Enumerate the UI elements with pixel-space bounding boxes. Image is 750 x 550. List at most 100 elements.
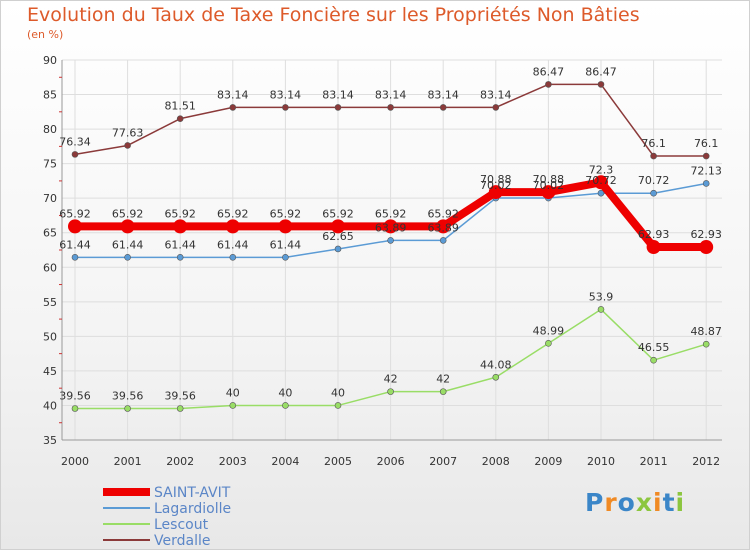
y-tick-label: 50	[43, 330, 57, 343]
data-label: 62.65	[322, 230, 354, 243]
logo-letter: i	[653, 488, 663, 517]
data-label: 83.14	[322, 88, 354, 101]
data-label: 76.1	[694, 137, 719, 150]
data-label: 65.92	[270, 207, 302, 220]
data-point	[545, 81, 552, 88]
data-label: 40	[278, 386, 292, 399]
data-label: 46.55	[638, 341, 670, 354]
data-point	[439, 388, 447, 395]
data-label: 77.63	[112, 126, 144, 139]
data-label: 48.87	[690, 325, 722, 338]
data-point	[176, 405, 184, 412]
data-label: 48.99	[533, 324, 565, 337]
data-label: 83.14	[427, 88, 459, 101]
x-tick-label: 2005	[324, 455, 352, 468]
data-point	[124, 142, 131, 149]
data-label: 86.47	[533, 65, 565, 78]
data-label: 61.44	[217, 238, 249, 251]
data-label: 61.44	[270, 238, 302, 251]
data-point	[545, 340, 552, 347]
data-point	[229, 254, 237, 261]
x-tick-label: 2011	[640, 455, 668, 468]
data-label: 72.13	[690, 164, 722, 177]
data-point	[488, 185, 503, 200]
data-label: 39.56	[112, 389, 144, 402]
data-label: 53.9	[589, 290, 614, 303]
x-tick-label: 2001	[114, 455, 142, 468]
proxiti-logo: Proxiti	[585, 488, 685, 517]
data-point	[176, 115, 184, 122]
x-tick-label: 2000	[61, 455, 89, 468]
y-tick-label: 80	[43, 123, 57, 136]
data-point	[439, 104, 447, 111]
data-point	[124, 254, 131, 261]
data-point	[387, 104, 394, 111]
data-point	[541, 185, 556, 200]
data-label: 63.89	[375, 221, 407, 234]
data-label: 65.92	[59, 207, 91, 220]
data-point	[120, 219, 135, 234]
data-label: 61.44	[112, 238, 144, 251]
x-tick-label: 2007	[429, 455, 457, 468]
data-point	[492, 104, 500, 111]
data-label: 83.14	[270, 88, 302, 101]
data-label: 81.51	[164, 100, 196, 113]
data-point	[331, 219, 345, 234]
data-label: 72.3	[589, 163, 614, 176]
data-label: 65.92	[217, 207, 249, 220]
x-tick-label: 2003	[219, 455, 247, 468]
data-label: 40	[226, 386, 240, 399]
data-point	[650, 152, 657, 160]
data-point	[282, 254, 289, 261]
data-label: 39.56	[59, 389, 91, 402]
data-label: 70.88	[480, 173, 512, 186]
logo-letter: P	[585, 488, 605, 517]
data-label: 83.14	[480, 88, 512, 101]
data-point	[646, 240, 661, 255]
data-label: 63.89	[427, 221, 459, 234]
data-point	[229, 402, 237, 409]
data-label: 61.44	[164, 238, 196, 251]
data-point	[71, 151, 79, 158]
data-point	[702, 152, 710, 160]
data-point	[124, 405, 131, 412]
data-point	[597, 81, 605, 88]
data-point	[282, 104, 289, 111]
data-label: 61.44	[59, 238, 91, 251]
data-point	[68, 219, 82, 234]
data-point	[229, 104, 237, 111]
data-point	[597, 306, 605, 313]
data-point	[702, 340, 710, 348]
data-point	[282, 402, 289, 409]
data-label: 83.14	[375, 88, 407, 101]
x-tick-label: 2004	[271, 455, 299, 468]
y-tick-label: 65	[43, 227, 57, 240]
logo-letter: r	[604, 488, 618, 517]
data-label: 70.88	[533, 173, 565, 186]
x-tick-label: 2008	[482, 455, 510, 468]
logo-letter: o	[617, 488, 636, 517]
x-tick-label: 2009	[534, 455, 562, 468]
data-label: 76.34	[59, 135, 91, 148]
data-label: 62.93	[638, 228, 670, 241]
y-tick-label: 60	[43, 261, 57, 274]
logo-letter: t	[662, 488, 676, 517]
data-point	[650, 356, 657, 364]
y-tick-label: 40	[43, 399, 57, 412]
data-point	[387, 388, 394, 395]
data-point	[71, 405, 79, 412]
data-point	[334, 104, 342, 111]
data-label: 70.02	[480, 179, 512, 192]
legend-label: Lescout	[154, 517, 209, 533]
y-tick-label: 90	[43, 54, 57, 67]
data-label: 65.92	[427, 207, 459, 220]
data-point	[439, 237, 447, 244]
data-label: 83.14	[217, 88, 249, 101]
y-tick-label: 70	[43, 192, 57, 205]
data-point	[387, 237, 394, 244]
data-point	[334, 402, 342, 409]
data-label: 65.92	[164, 207, 196, 220]
data-point	[597, 189, 605, 197]
data-point	[383, 219, 398, 234]
